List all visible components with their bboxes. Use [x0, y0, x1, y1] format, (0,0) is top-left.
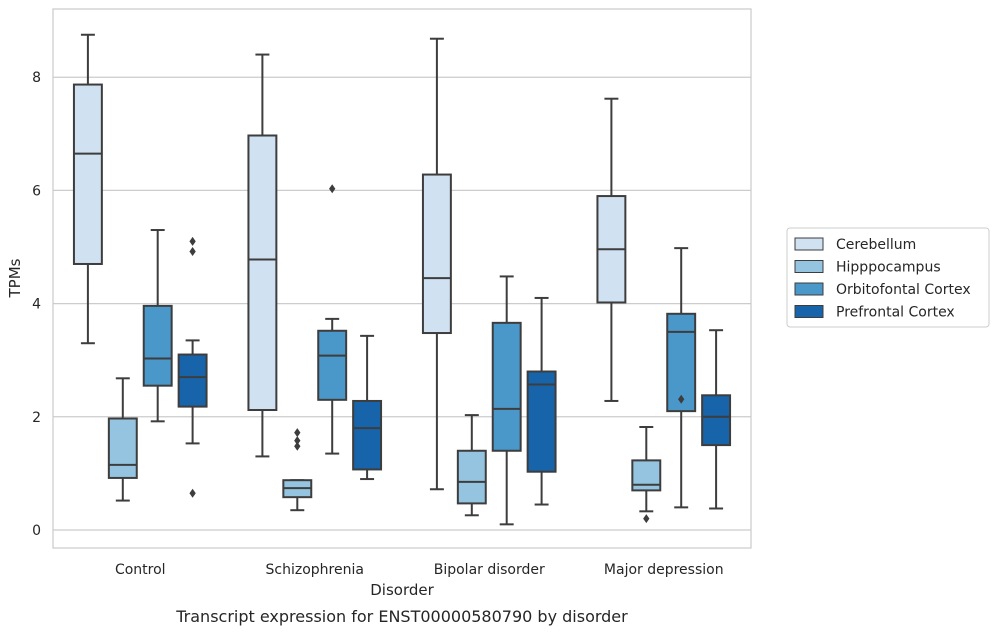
box-iqr — [631, 459, 662, 492]
x-axis-label: Disorder — [370, 581, 434, 599]
outlier-point — [294, 436, 301, 446]
box-cerebellum — [247, 53, 278, 458]
box-hipppocampus — [631, 425, 662, 524]
box-iqr — [526, 370, 557, 473]
legend-swatch — [794, 305, 824, 318]
box-iqr — [177, 353, 208, 408]
outlier-point — [189, 247, 196, 257]
box-iqr — [421, 173, 452, 335]
box-iqr — [72, 83, 103, 265]
y-tick-label: 4 — [32, 297, 41, 313]
legend-entry: Prefrontal Cortex — [836, 305, 955, 321]
box-groups — [72, 33, 732, 526]
outlier-point — [189, 488, 196, 498]
box-orbitofontal-cortex — [666, 247, 697, 509]
box-orbitofontal-cortex — [142, 229, 173, 423]
box-hipppocampus — [456, 414, 487, 517]
x-tick-label: Bipolar disorder — [434, 562, 545, 578]
outlier-point — [329, 184, 336, 194]
chart-caption: Transcript expression for ENST0000058079… — [175, 607, 628, 626]
legend-entry: Orbitofontal Cortex — [836, 282, 971, 298]
box-cerebellum — [596, 97, 627, 402]
box-orbitofontal-cortex — [317, 184, 348, 455]
outlier-point — [643, 514, 650, 524]
y-axis-label: TPMs — [6, 258, 24, 298]
plot-area — [53, 9, 751, 548]
x-tick-labels: Control Schizophrenia Bipolar disorder Majo… — [115, 562, 724, 578]
box-iqr — [456, 449, 487, 505]
box-hipppocampus — [282, 428, 313, 512]
legend: Cerebellum Hipppocampus Orbitofontal Corte… — [786, 227, 990, 328]
outlier-point — [189, 236, 196, 246]
gridlines — [53, 76, 751, 531]
box-hipppocampus — [107, 377, 138, 502]
box-iqr — [352, 399, 383, 471]
box-prefrontal-cortex — [352, 334, 383, 481]
y-tick-label: 0 — [32, 523, 41, 539]
x-tick-label: Control — [115, 562, 166, 578]
box-cerebellum — [421, 37, 452, 491]
legend-swatch — [794, 282, 824, 296]
legend-entry: Hipppocampus — [836, 260, 941, 276]
box-iqr — [317, 329, 348, 401]
outlier-point — [294, 441, 301, 451]
y-tick-labels: 0 2 4 6 8 — [32, 70, 41, 539]
x-tick-label: Major depression — [604, 562, 724, 578]
x-tick-label: Schizophrenia — [266, 562, 364, 578]
legend-swatch — [794, 260, 824, 273]
plot-frame — [52, 8, 752, 549]
y-tick-label: 8 — [32, 70, 41, 86]
box-prefrontal-cortex — [177, 236, 208, 498]
box-prefrontal-cortex — [701, 329, 732, 510]
legend-entry: Cerebellum — [836, 237, 916, 253]
box-cerebellum — [72, 33, 103, 345]
legend-frame — [786, 227, 990, 328]
box-iqr — [107, 417, 138, 479]
y-tick-label: 2 — [32, 410, 41, 426]
box-iqr — [142, 304, 173, 387]
outlier-point — [294, 428, 301, 438]
outlier-point — [678, 394, 685, 404]
box-iqr — [491, 321, 522, 452]
legend-swatch — [794, 237, 824, 251]
box-orbitofontal-cortex — [491, 275, 522, 526]
box-iqr — [701, 394, 732, 447]
box-prefrontal-cortex — [526, 296, 557, 506]
box-iqr — [247, 134, 278, 412]
y-tick-label: 6 — [32, 183, 41, 199]
